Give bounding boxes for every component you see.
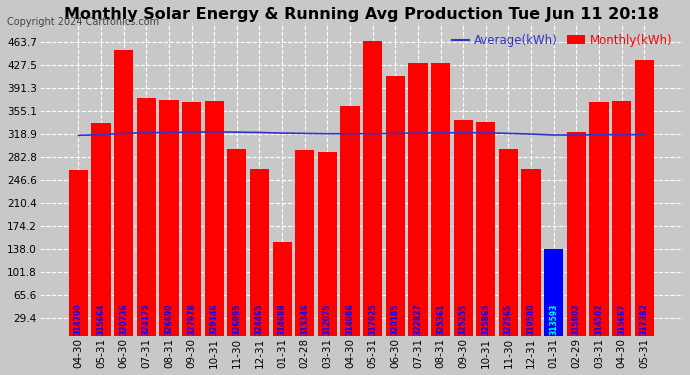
Text: 320736: 320736 [119, 303, 128, 334]
Text: 329146: 329146 [210, 303, 219, 334]
Bar [205, 101, 224, 336]
Text: 322565: 322565 [504, 303, 513, 334]
Text: 317925: 317925 [368, 303, 377, 334]
Text: 314502: 314502 [594, 303, 604, 334]
Bar [431, 63, 450, 336]
Bar [363, 41, 382, 336]
Bar [137, 98, 156, 336]
Text: 325255: 325255 [459, 303, 468, 334]
Text: 315802: 315802 [572, 303, 581, 334]
Text: 325361: 325361 [436, 303, 445, 334]
Bar [408, 63, 428, 336]
Text: 314700: 314700 [74, 303, 83, 334]
Text: 322827: 322827 [413, 303, 422, 334]
Bar [499, 149, 518, 336]
Bar [114, 50, 133, 336]
Text: 327978: 327978 [187, 303, 196, 334]
Text: 325865: 325865 [482, 303, 491, 334]
Text: 313346: 313346 [300, 303, 309, 334]
Bar [273, 242, 292, 336]
Text: 326995: 326995 [233, 303, 241, 334]
Text: Copyright 2024 Cartronics.com: Copyright 2024 Cartronics.com [7, 17, 159, 27]
Bar [522, 169, 541, 336]
Bar [227, 149, 246, 336]
Bar [340, 106, 359, 336]
Text: 319580: 319580 [526, 303, 535, 334]
Bar [386, 76, 405, 336]
Text: 326690: 326690 [164, 303, 173, 334]
Text: 324175: 324175 [142, 303, 151, 334]
Bar [69, 170, 88, 336]
Bar [92, 123, 110, 336]
Text: 324465: 324465 [255, 303, 264, 334]
Bar [159, 100, 179, 336]
Bar [589, 102, 609, 336]
Bar [182, 102, 201, 336]
Text: 314689: 314689 [277, 303, 286, 334]
Text: 315667: 315667 [617, 303, 626, 334]
Title: Monthly Solar Energy & Running Avg Production Tue Jun 11 20:18: Monthly Solar Energy & Running Avg Produ… [64, 7, 659, 22]
Bar [612, 101, 631, 336]
Text: 320185: 320185 [391, 303, 400, 334]
Text: 314086: 314086 [346, 303, 355, 334]
Bar [635, 60, 654, 336]
Text: 312075: 312075 [323, 303, 332, 334]
Legend: Average(kWh), Monthly(kWh): Average(kWh), Monthly(kWh) [447, 29, 677, 51]
Text: 315664: 315664 [97, 303, 106, 334]
Bar [318, 152, 337, 336]
Bar [566, 132, 586, 336]
Bar [476, 122, 495, 336]
Bar [295, 150, 315, 336]
Bar [544, 249, 563, 336]
Bar [453, 120, 473, 336]
Text: 317382: 317382 [640, 303, 649, 334]
Bar [250, 169, 269, 336]
Text: 313593: 313593 [549, 303, 558, 334]
